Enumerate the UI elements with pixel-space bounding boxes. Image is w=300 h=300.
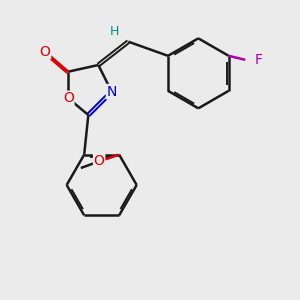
Text: O: O <box>40 45 50 59</box>
Text: H: H <box>110 25 119 38</box>
Text: N: N <box>106 85 117 99</box>
Text: O: O <box>94 154 105 168</box>
Text: O: O <box>63 91 74 105</box>
Text: F: F <box>255 53 262 67</box>
